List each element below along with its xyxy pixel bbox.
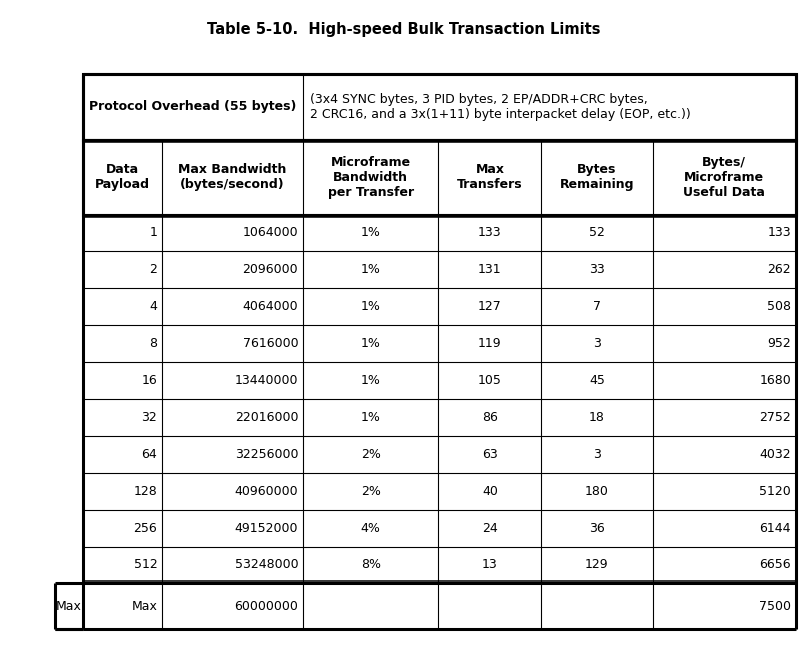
Text: 180: 180 (585, 484, 609, 498)
Text: 5120: 5120 (760, 484, 791, 498)
Text: 262: 262 (768, 263, 791, 276)
Text: 1%: 1% (360, 374, 381, 387)
Text: 40: 40 (482, 484, 498, 498)
Text: 508: 508 (767, 300, 791, 313)
Text: Bytes/
Microframe
Useful Data: Bytes/ Microframe Useful Data (684, 155, 765, 199)
Text: 1%: 1% (360, 411, 381, 424)
Text: 1%: 1% (360, 337, 381, 350)
Text: 7616000: 7616000 (242, 337, 298, 350)
Text: 133: 133 (768, 226, 791, 239)
Bar (83, 139, 796, 215)
Text: 2%: 2% (360, 484, 381, 498)
Text: 63: 63 (482, 448, 498, 461)
Text: Table 5-10.  High-speed Bulk Transaction Limits: Table 5-10. High-speed Bulk Transaction … (207, 21, 601, 37)
Text: 512: 512 (133, 559, 158, 571)
Text: 49152000: 49152000 (234, 522, 298, 535)
Text: Max Bandwidth
(bytes/second): Max Bandwidth (bytes/second) (179, 163, 287, 191)
Text: 8%: 8% (360, 559, 381, 571)
Text: 1%: 1% (360, 226, 381, 239)
Text: Protocol Overhead (55 bytes): Protocol Overhead (55 bytes) (90, 101, 297, 114)
Text: 18: 18 (589, 411, 605, 424)
Text: Data
Payload: Data Payload (95, 163, 150, 191)
Text: 24: 24 (482, 522, 498, 535)
Text: 2752: 2752 (760, 411, 791, 424)
Text: (3x4 SYNC bytes, 3 PID bytes, 2 EP/ADDR+CRC bytes,
2 CRC16, and a 3x(1+11) byte : (3x4 SYNC bytes, 3 PID bytes, 2 EP/ADDR+… (309, 93, 690, 121)
Text: 128: 128 (133, 484, 158, 498)
Text: 13: 13 (482, 559, 498, 571)
Text: 1: 1 (149, 226, 158, 239)
Text: 133: 133 (478, 226, 502, 239)
Text: 8: 8 (149, 337, 158, 350)
Text: 52: 52 (589, 226, 605, 239)
Text: Microframe
Bandwidth
per Transfer: Microframe Bandwidth per Transfer (327, 155, 414, 199)
Text: 1%: 1% (360, 263, 381, 276)
Text: 2096000: 2096000 (242, 263, 298, 276)
Text: 256: 256 (133, 522, 158, 535)
Text: 4032: 4032 (760, 448, 791, 461)
Text: Max: Max (56, 600, 82, 613)
Text: 45: 45 (589, 374, 605, 387)
Text: 1%: 1% (360, 300, 381, 313)
Text: 40960000: 40960000 (234, 484, 298, 498)
Text: 2: 2 (149, 263, 158, 276)
Text: 4%: 4% (360, 522, 381, 535)
Text: 32: 32 (141, 411, 158, 424)
Text: Max
Transfers: Max Transfers (457, 163, 523, 191)
Text: 1680: 1680 (760, 374, 791, 387)
Text: 3: 3 (593, 337, 601, 350)
Text: 86: 86 (482, 411, 498, 424)
Text: 60000000: 60000000 (234, 600, 298, 613)
Text: 53248000: 53248000 (234, 559, 298, 571)
Text: 105: 105 (478, 374, 502, 387)
Text: 119: 119 (478, 337, 502, 350)
Text: 7500: 7500 (759, 600, 791, 613)
Text: Max: Max (132, 600, 158, 613)
Text: Bytes
Remaining: Bytes Remaining (560, 163, 634, 191)
Text: 129: 129 (585, 559, 608, 571)
Text: 2%: 2% (360, 448, 381, 461)
Text: 36: 36 (589, 522, 605, 535)
Text: 33: 33 (589, 263, 605, 276)
Text: 64: 64 (141, 448, 158, 461)
Text: 13440000: 13440000 (234, 374, 298, 387)
Text: 4064000: 4064000 (242, 300, 298, 313)
Text: 131: 131 (478, 263, 502, 276)
Text: 952: 952 (768, 337, 791, 350)
Text: 3: 3 (593, 448, 601, 461)
Bar (83, 74, 796, 139)
Text: 1064000: 1064000 (242, 226, 298, 239)
Text: 6656: 6656 (760, 559, 791, 571)
Text: 32256000: 32256000 (234, 448, 298, 461)
Text: 127: 127 (478, 300, 502, 313)
Text: 22016000: 22016000 (234, 411, 298, 424)
Text: 6144: 6144 (760, 522, 791, 535)
Text: 7: 7 (593, 300, 601, 313)
Text: 16: 16 (141, 374, 158, 387)
Text: 4: 4 (149, 300, 158, 313)
